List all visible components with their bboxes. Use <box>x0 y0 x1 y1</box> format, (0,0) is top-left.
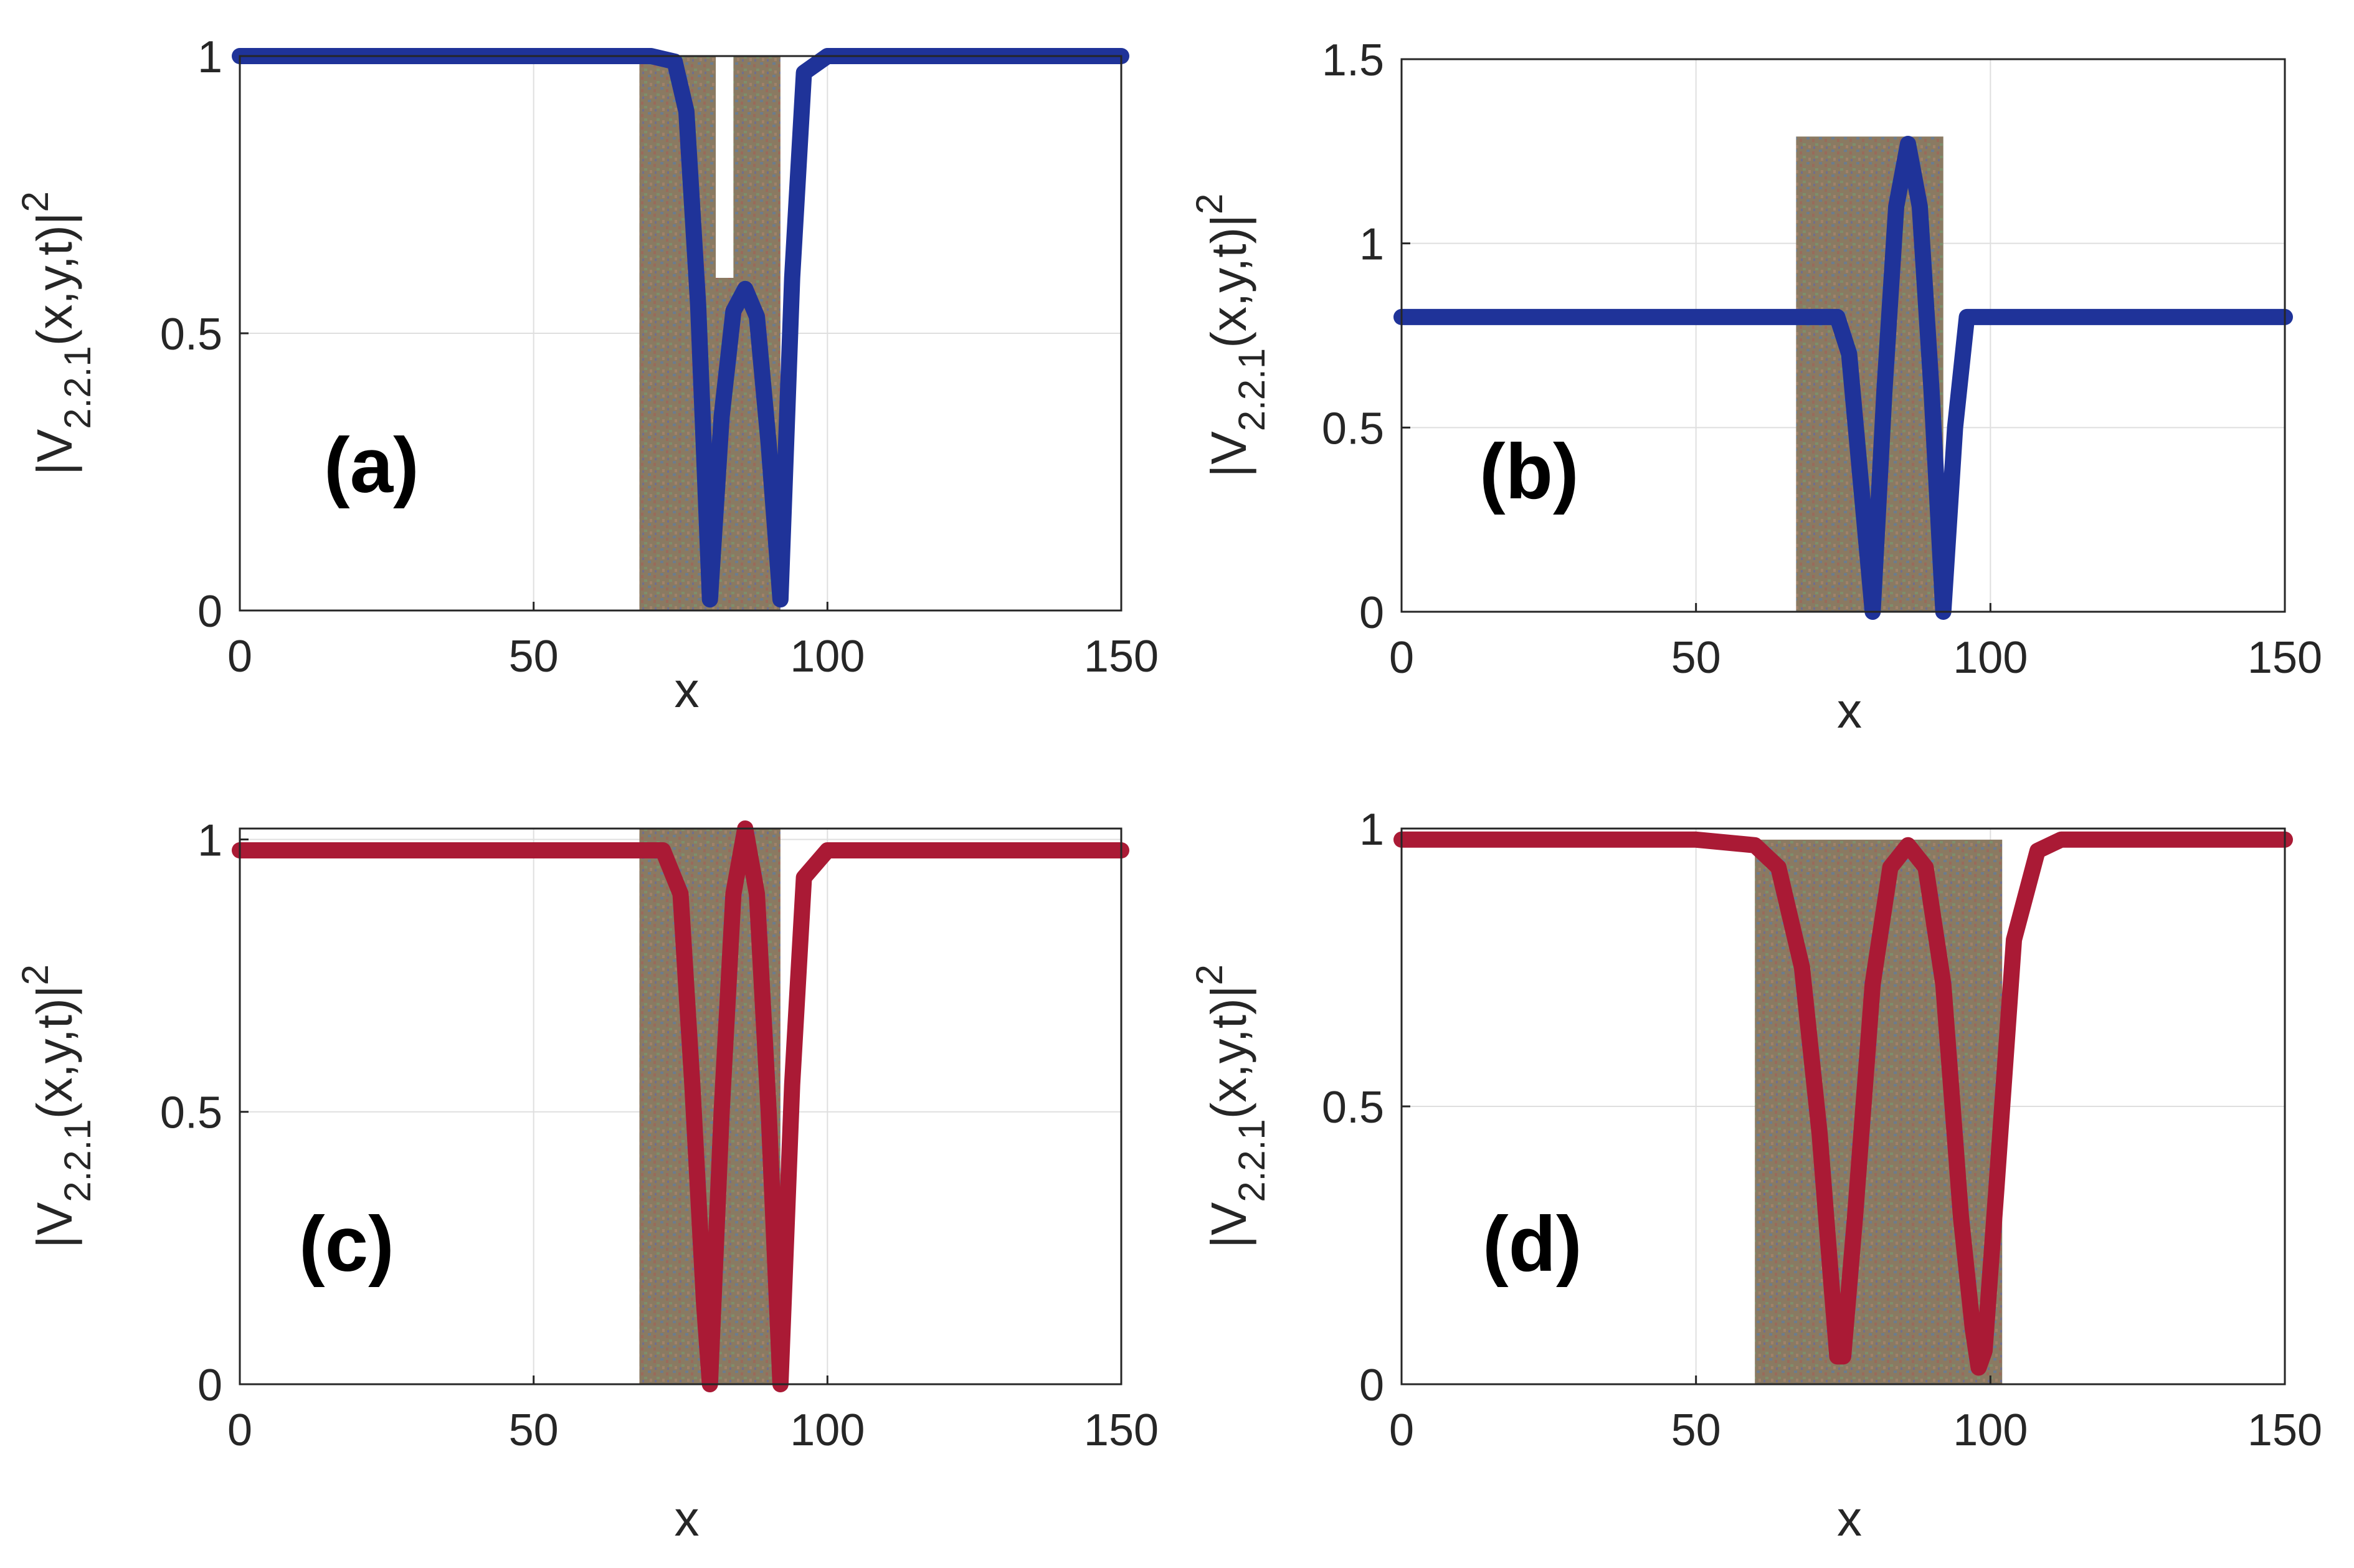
panel-label: (b) <box>1479 429 1579 515</box>
ylabel-subscript: 2.2.1 <box>1231 348 1273 431</box>
x-tick-label: 150 <box>2247 633 2322 683</box>
y-axis-label: |V2.2.1(x,y,t)|2 <box>14 964 98 1248</box>
series-line <box>1393 136 2293 620</box>
panel-3: 0 50 100 150 0 0.5 1 x |V2.2.1(x,y,t)|2 (d) <box>1189 805 2322 1546</box>
ylabel-tail: (x,y,t)| <box>27 985 82 1119</box>
y-tick-label: 1.5 <box>1322 36 1384 85</box>
ylabel-superscript: 2 <box>14 964 56 985</box>
ylabel-subscript: 2.2.1 <box>57 1119 98 1202</box>
x-tick-label: 50 <box>509 632 559 682</box>
x-tick-label: 150 <box>2247 1405 2322 1455</box>
x-axis-label: x <box>675 1491 700 1546</box>
panel-label: (d) <box>1483 1201 1582 1288</box>
x-tick-label: 50 <box>1671 633 1721 683</box>
axes-box <box>1400 58 2286 613</box>
ylabel-main: |V <box>27 1202 82 1248</box>
ylabel-tail: (x,y,t)| <box>27 212 82 346</box>
ylabel-main: |V <box>27 429 82 475</box>
y-tick-label: 1 <box>197 815 222 865</box>
y-tick-label: 0.5 <box>160 310 222 359</box>
ylabel-subscript: 2.2.1 <box>1231 1119 1273 1202</box>
y-tick-label: 0 <box>1359 588 1384 638</box>
x-tick-label: 50 <box>1671 1405 1721 1455</box>
x-tick-label: 150 <box>1084 632 1159 682</box>
series-line <box>1393 831 2293 1376</box>
y-tick-label: 0 <box>197 1361 222 1410</box>
y-tick-label: 1 <box>1359 805 1384 855</box>
x-tick-label: 0 <box>1389 633 1414 683</box>
panel-label: (a) <box>324 422 419 509</box>
x-axis-label: x <box>1837 683 1862 738</box>
y-tick-label: 1 <box>1359 220 1384 270</box>
panel-0: 0 50 100 150 0 0.5 1 x |V2.2.1(x,y,t)|2 (a) <box>14 32 1159 718</box>
x-tick-label: 100 <box>790 1405 865 1455</box>
x-tick-label: 0 <box>227 632 252 682</box>
x-tick-label: 0 <box>227 1405 252 1455</box>
y-tick-label: 1 <box>197 32 222 82</box>
series-line <box>232 48 1129 608</box>
x-tick-label: 100 <box>790 632 865 682</box>
y-axis-label: |V2.2.1(x,y,t)|2 <box>14 191 98 475</box>
x-tick-label: 100 <box>1953 633 2028 683</box>
y-tick-label: 0 <box>1359 1361 1384 1410</box>
panel-2: 0 50 100 150 0 0.5 1 x |V2.2.1(x,y,t)|2 (c) <box>14 815 1159 1546</box>
ylabel-superscript: 2 <box>14 191 56 212</box>
y-tick-label: 0.5 <box>160 1088 222 1138</box>
ylabel-main: |V <box>1201 431 1256 478</box>
x-tick-label: 100 <box>1953 1405 2028 1455</box>
panel-1: 0 50 100 150 0 0.5 1 1.5 x |V2.2.1(x,y,t)|2 (b) <box>1189 36 2322 738</box>
y-tick-label: 0 <box>197 587 222 637</box>
ylabel-subscript: 2.2.1 <box>57 346 98 429</box>
series-line <box>232 820 1129 1392</box>
x-tick-label: 50 <box>509 1405 559 1455</box>
ylabel-superscript: 2 <box>1189 194 1230 214</box>
y-axis-label: |V2.2.1(x,y,t)|2 <box>1189 194 1273 478</box>
axes-box <box>239 827 1122 1385</box>
x-tick-label: 0 <box>1389 1405 1414 1455</box>
y-tick-label: 0.5 <box>1322 404 1384 454</box>
y-tick-label: 0.5 <box>1322 1083 1384 1133</box>
ylabel-superscript: 2 <box>1189 964 1230 985</box>
ylabel-main: |V <box>1201 1202 1256 1248</box>
band-gap <box>716 55 734 278</box>
panel-label: (c) <box>299 1201 394 1288</box>
ylabel-tail: (x,y,t)| <box>1201 985 1256 1119</box>
y-axis-label: |V2.2.1(x,y,t)|2 <box>1189 964 1273 1248</box>
x-tick-label: 150 <box>1084 1405 1159 1455</box>
x-axis-label: x <box>675 662 700 718</box>
x-axis-label: x <box>1837 1491 1862 1546</box>
ylabel-tail: (x,y,t)| <box>1201 214 1256 348</box>
